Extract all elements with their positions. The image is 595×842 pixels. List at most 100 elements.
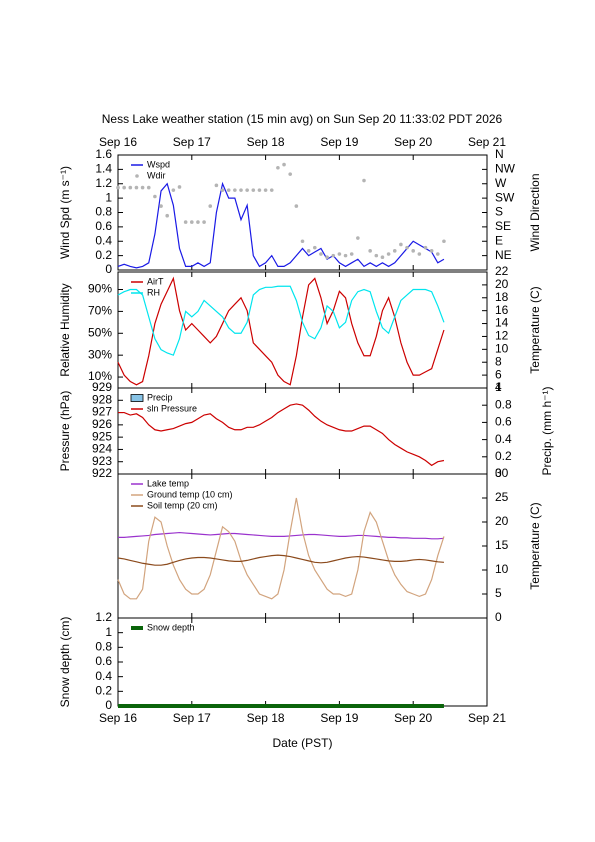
- x-tick-label: Sep 18: [247, 135, 285, 149]
- y-tick-label: 1.2: [95, 610, 112, 624]
- data-line: [117, 497, 445, 600]
- data-point: [146, 185, 151, 190]
- y-tick-label: 0.4: [95, 669, 112, 683]
- y-tick-label: 90%: [88, 282, 112, 296]
- y2-tick-label: 0: [495, 466, 502, 480]
- y2-tick-label: W: [495, 176, 507, 190]
- y2-tick-label: 20: [495, 277, 509, 291]
- data-line: [117, 181, 445, 269]
- legend-label: Precip: [147, 392, 173, 402]
- data-point: [405, 245, 409, 250]
- x-tick-label: Sep 19: [320, 135, 358, 149]
- data-line: [117, 285, 445, 356]
- legend-label: sln Pressure: [147, 403, 197, 413]
- data-point: [257, 188, 262, 192]
- data-point: [306, 249, 311, 253]
- data-point: [263, 188, 268, 192]
- data-point: [392, 249, 397, 253]
- y-tick-label: 1: [105, 625, 112, 639]
- y-tick-label: 924: [92, 442, 112, 456]
- legend-label: Soil temp (20 cm): [147, 500, 218, 510]
- y2-tick-label: 20: [495, 514, 509, 528]
- x-tick-label: Sep 18: [247, 711, 285, 725]
- data-point: [325, 255, 329, 260]
- y-tick-label: 0.6: [95, 654, 112, 668]
- y2-tick-label: 30: [495, 466, 509, 480]
- data-point: [368, 249, 372, 253]
- y-axis-label: Relative Humidity: [58, 283, 72, 376]
- data-point: [208, 204, 213, 208]
- data-point: [190, 220, 194, 224]
- data-point: [362, 178, 366, 183]
- data-point: [276, 165, 280, 170]
- y2-tick-label: 12: [495, 329, 509, 343]
- data-point: [165, 213, 169, 218]
- data-point: [331, 253, 336, 258]
- data-point: [245, 188, 249, 192]
- data-point: [153, 194, 157, 199]
- y2-tick-label: 0: [495, 610, 502, 624]
- data-point: [411, 249, 416, 253]
- y-tick-label: 926: [92, 417, 112, 431]
- data-point: [380, 255, 385, 260]
- x-tick-label: Sep 17: [173, 135, 211, 149]
- y2-tick-label: 6: [495, 367, 502, 381]
- data-point: [140, 185, 145, 190]
- y-tick-label: 922: [92, 466, 112, 480]
- legend-label: Wspd: [147, 159, 170, 169]
- data-point: [319, 252, 323, 256]
- data-point: [386, 252, 391, 256]
- y2-axis-label: Temperature (C): [528, 502, 542, 589]
- y2-tick-label: 5: [495, 586, 502, 600]
- data-line: [117, 554, 444, 566]
- legend-swatch: [135, 174, 139, 178]
- y2-axis-label: Wind Direction: [528, 173, 542, 251]
- data-point: [399, 242, 403, 247]
- y2-axis-label: Precip. (mm h⁻¹): [540, 386, 554, 475]
- data-point: [429, 249, 434, 253]
- y-tick-label: 1.2: [95, 176, 112, 190]
- y2-tick-label: 16: [495, 303, 509, 317]
- x-tick-label: Sep 20: [394, 135, 432, 149]
- data-point: [356, 236, 360, 240]
- y2-tick-label: 10: [495, 342, 509, 356]
- y2-tick-label: 25: [495, 490, 509, 504]
- legend-swatch: [130, 394, 144, 402]
- y-tick-label: 50%: [88, 325, 112, 339]
- y2-tick-label: 10: [495, 562, 509, 576]
- x-tick-label: Sep 16: [99, 711, 137, 725]
- y-tick-label: 923: [92, 454, 112, 468]
- y-tick-label: 70%: [88, 304, 112, 318]
- data-point: [214, 183, 219, 188]
- data-point: [349, 252, 354, 256]
- y-tick-label: 10%: [88, 369, 112, 383]
- data-point: [116, 185, 120, 190]
- data-point: [313, 245, 317, 250]
- y2-tick-label: 0.4: [495, 432, 512, 446]
- y2-tick-label: SE: [495, 219, 511, 233]
- x-tick-label: Sep 21: [468, 711, 506, 725]
- y-tick-label: 0.8: [95, 640, 112, 654]
- y-tick-label: 0.4: [95, 233, 112, 247]
- y2-tick-label: 15: [495, 538, 509, 552]
- data-point: [159, 204, 163, 208]
- y-tick-label: 0.2: [95, 248, 112, 262]
- data-point: [423, 245, 428, 250]
- y2-tick-label: SW: [495, 190, 515, 204]
- y2-tick-label: NE: [495, 248, 512, 262]
- x-tick-label: Sep 17: [173, 711, 211, 725]
- x-tick-label: Sep 21: [468, 135, 506, 149]
- y2-tick-label: 1: [495, 380, 502, 394]
- data-point: [288, 172, 293, 176]
- data-point: [282, 162, 286, 167]
- data-point: [196, 220, 200, 224]
- y2-tick-label: 18: [495, 290, 509, 304]
- data-point: [374, 253, 379, 258]
- y-axis-label: Pressure (hPa): [58, 391, 72, 472]
- y2-tick-label: S: [495, 205, 503, 219]
- data-point: [220, 188, 225, 192]
- y-tick-label: 1: [105, 190, 112, 204]
- data-line: [117, 276, 445, 386]
- y2-tick-label: 0.8: [495, 397, 512, 411]
